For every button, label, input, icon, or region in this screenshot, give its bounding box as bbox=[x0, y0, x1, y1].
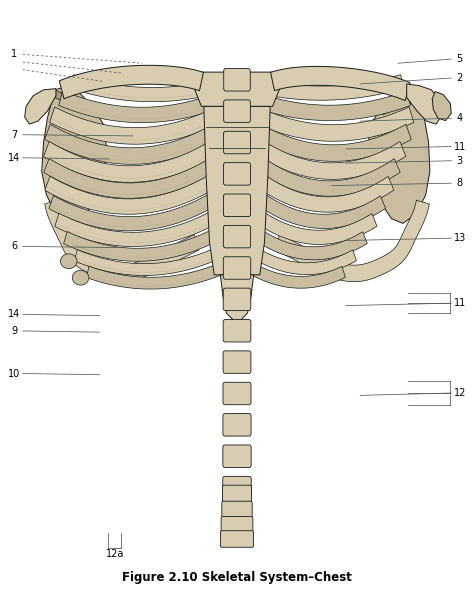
Polygon shape bbox=[71, 74, 227, 102]
Polygon shape bbox=[44, 158, 215, 198]
Polygon shape bbox=[42, 86, 107, 225]
Polygon shape bbox=[250, 246, 356, 275]
Text: 1: 1 bbox=[11, 50, 17, 59]
Polygon shape bbox=[220, 275, 254, 324]
Polygon shape bbox=[259, 159, 400, 196]
FancyBboxPatch shape bbox=[222, 485, 251, 502]
Text: 3: 3 bbox=[457, 156, 463, 165]
FancyBboxPatch shape bbox=[223, 256, 251, 279]
Text: 10: 10 bbox=[8, 369, 20, 378]
Polygon shape bbox=[259, 141, 406, 179]
FancyBboxPatch shape bbox=[224, 100, 250, 122]
Text: Figure 2.10 Skeletal System–Chest: Figure 2.10 Skeletal System–Chest bbox=[122, 571, 352, 584]
Polygon shape bbox=[49, 193, 216, 231]
FancyBboxPatch shape bbox=[222, 501, 252, 518]
Text: 8: 8 bbox=[457, 178, 463, 188]
Text: 9: 9 bbox=[11, 326, 17, 336]
Polygon shape bbox=[86, 262, 225, 289]
Polygon shape bbox=[259, 175, 394, 212]
Polygon shape bbox=[432, 92, 451, 121]
Polygon shape bbox=[255, 210, 377, 245]
Ellipse shape bbox=[61, 254, 77, 268]
Text: 11: 11 bbox=[454, 142, 466, 151]
Polygon shape bbox=[368, 87, 430, 223]
Polygon shape bbox=[50, 107, 218, 144]
FancyBboxPatch shape bbox=[223, 414, 251, 436]
Text: 4: 4 bbox=[457, 113, 463, 123]
FancyBboxPatch shape bbox=[223, 351, 251, 374]
FancyBboxPatch shape bbox=[223, 288, 251, 311]
Polygon shape bbox=[64, 228, 220, 261]
Polygon shape bbox=[59, 91, 222, 123]
Polygon shape bbox=[271, 66, 410, 100]
FancyBboxPatch shape bbox=[223, 476, 251, 499]
Polygon shape bbox=[45, 200, 199, 282]
Polygon shape bbox=[248, 262, 346, 288]
Polygon shape bbox=[256, 107, 414, 141]
Polygon shape bbox=[194, 72, 280, 106]
Polygon shape bbox=[407, 84, 443, 124]
FancyBboxPatch shape bbox=[223, 320, 251, 342]
Polygon shape bbox=[258, 124, 411, 161]
Polygon shape bbox=[59, 65, 203, 99]
FancyBboxPatch shape bbox=[223, 194, 251, 216]
Polygon shape bbox=[45, 124, 216, 164]
FancyBboxPatch shape bbox=[220, 531, 254, 547]
Text: 13: 13 bbox=[454, 233, 466, 243]
FancyBboxPatch shape bbox=[223, 225, 251, 248]
Polygon shape bbox=[258, 193, 386, 229]
FancyBboxPatch shape bbox=[224, 163, 250, 185]
Text: 14: 14 bbox=[8, 153, 20, 163]
Polygon shape bbox=[74, 246, 224, 275]
Polygon shape bbox=[55, 210, 218, 246]
Text: 14: 14 bbox=[8, 310, 20, 319]
Polygon shape bbox=[25, 89, 56, 124]
FancyBboxPatch shape bbox=[221, 517, 253, 533]
Polygon shape bbox=[275, 200, 429, 282]
FancyBboxPatch shape bbox=[224, 69, 250, 91]
Text: 12a: 12a bbox=[106, 549, 124, 558]
Text: 2: 2 bbox=[456, 73, 463, 83]
Polygon shape bbox=[248, 74, 403, 100]
Polygon shape bbox=[53, 90, 92, 113]
Ellipse shape bbox=[72, 271, 89, 285]
FancyBboxPatch shape bbox=[224, 131, 250, 154]
Text: 6: 6 bbox=[11, 242, 17, 251]
Text: 7: 7 bbox=[11, 130, 18, 139]
Polygon shape bbox=[204, 106, 270, 275]
Text: 12: 12 bbox=[454, 388, 466, 398]
FancyBboxPatch shape bbox=[223, 445, 251, 467]
FancyBboxPatch shape bbox=[223, 382, 251, 405]
Polygon shape bbox=[45, 174, 215, 215]
Polygon shape bbox=[252, 91, 410, 121]
Text: 11: 11 bbox=[454, 298, 466, 308]
Polygon shape bbox=[44, 141, 215, 182]
Polygon shape bbox=[254, 228, 367, 260]
Text: 5: 5 bbox=[456, 54, 463, 64]
Polygon shape bbox=[382, 92, 421, 115]
